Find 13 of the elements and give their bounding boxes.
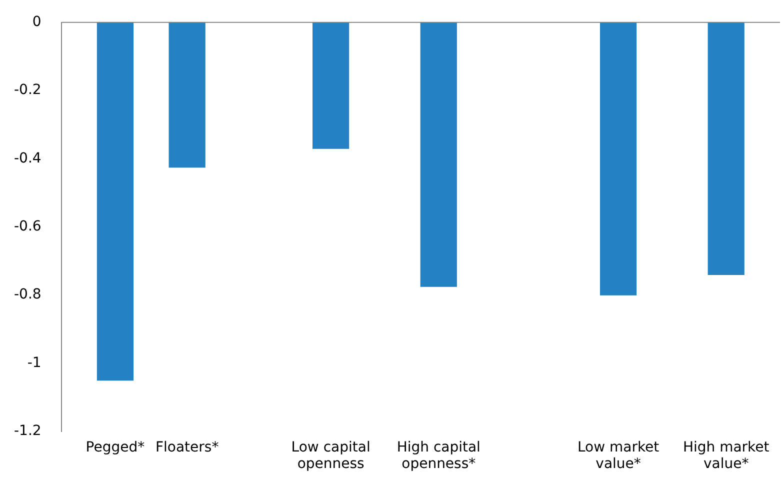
y-tick-label: -0.8 bbox=[14, 286, 42, 303]
y-tick-label: -0.6 bbox=[14, 218, 42, 235]
y-tick-label: 0 bbox=[32, 14, 42, 30]
y-tick-label: -0.2 bbox=[14, 82, 42, 98]
y-tick-label: -1.2 bbox=[14, 423, 42, 440]
y-tick-label: -1 bbox=[27, 354, 42, 371]
x-tick-label: Low market value* bbox=[577, 439, 660, 472]
x-tick-label: Floaters* bbox=[155, 439, 219, 456]
x-tick-label: Pegged* bbox=[86, 439, 145, 456]
x-tick-label: High market value* bbox=[682, 439, 770, 472]
x-tick-label: Low capital openness bbox=[291, 439, 370, 472]
x-tick-label: High capital openness* bbox=[396, 439, 480, 472]
y-tick-label: -0.4 bbox=[14, 150, 42, 166]
